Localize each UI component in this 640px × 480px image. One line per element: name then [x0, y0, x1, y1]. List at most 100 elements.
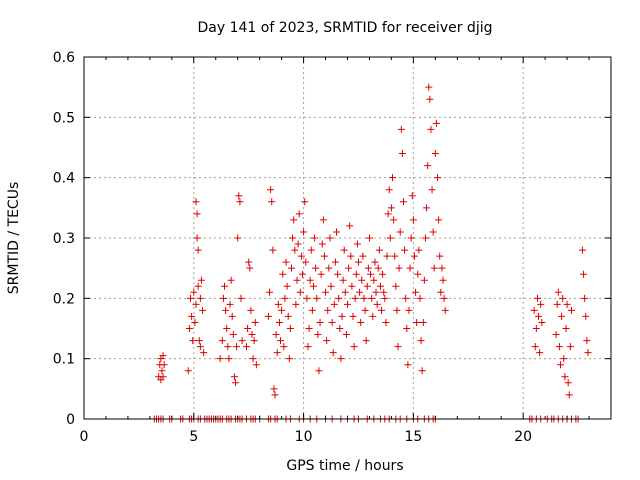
data-point — [188, 312, 196, 320]
data-point — [195, 337, 203, 345]
data-point — [226, 300, 234, 308]
data-point — [333, 228, 341, 236]
data-point — [227, 276, 235, 284]
data-point — [274, 300, 282, 308]
data-point — [335, 294, 343, 302]
data-point — [308, 306, 316, 314]
data-point — [581, 294, 589, 302]
data-point — [358, 276, 366, 284]
data-point — [421, 234, 429, 242]
data-point — [271, 391, 279, 399]
data-point — [396, 228, 404, 236]
data-point — [229, 331, 237, 339]
y-tick-label: 0 — [66, 412, 75, 428]
data-point — [393, 306, 401, 314]
data-point — [272, 331, 280, 339]
data-point — [192, 198, 200, 206]
data-point — [225, 355, 233, 363]
data-point — [159, 352, 167, 360]
data-point — [404, 361, 412, 369]
y-tick-label: 0.2 — [53, 291, 75, 307]
data-point — [383, 252, 391, 260]
axis-ticks — [83, 56, 611, 420]
data-point — [368, 294, 376, 302]
data-point — [552, 331, 560, 339]
data-point — [218, 337, 226, 345]
data-point — [354, 258, 362, 266]
y-tick-label: 0.1 — [53, 352, 75, 368]
data-point — [531, 343, 539, 351]
data-point — [563, 300, 571, 308]
data-point — [324, 306, 332, 314]
data-point — [316, 318, 324, 326]
data-point — [379, 270, 387, 278]
data-point — [538, 318, 546, 326]
data-point — [436, 252, 444, 260]
x-tick-label: 20 — [514, 429, 532, 445]
data-point — [186, 294, 194, 302]
data-point — [381, 294, 389, 302]
data-point — [266, 288, 274, 296]
data-point — [537, 300, 545, 308]
data-point — [580, 270, 588, 278]
data-point — [304, 343, 312, 351]
data-point — [334, 270, 342, 278]
data-point — [375, 246, 383, 254]
data-point — [356, 288, 364, 296]
data-point — [416, 294, 424, 302]
data-point — [344, 300, 351, 308]
x-tick-label: 15 — [404, 429, 422, 445]
data-point — [561, 373, 569, 381]
data-point — [269, 246, 277, 254]
y-tick-label: 0.6 — [53, 50, 75, 66]
x-axis-label: GPS time / hours — [286, 458, 403, 474]
data-point — [380, 288, 388, 296]
data-point — [285, 355, 293, 363]
data-point — [428, 186, 436, 194]
data-point — [359, 252, 367, 260]
data-point — [373, 300, 381, 308]
data-point — [582, 312, 590, 320]
y-tick-label: 0.4 — [53, 171, 75, 187]
data-point — [189, 337, 197, 345]
data-point — [349, 312, 357, 320]
data-point — [554, 288, 562, 296]
data-point — [432, 119, 440, 127]
data-point — [313, 294, 321, 302]
data-point — [390, 216, 398, 224]
data-point — [192, 300, 200, 308]
data-point — [357, 318, 365, 326]
data-point — [423, 204, 431, 212]
data-point — [438, 264, 446, 272]
data-point — [242, 343, 250, 351]
data-point — [410, 252, 418, 260]
data-point — [376, 282, 384, 290]
data-point — [283, 282, 291, 290]
data-point — [424, 162, 432, 170]
data-point — [425, 83, 433, 91]
data-point — [224, 343, 232, 351]
data-point — [535, 312, 543, 320]
data-point — [199, 306, 207, 314]
data-point — [352, 270, 360, 278]
data-point — [345, 264, 353, 272]
data-point — [429, 228, 437, 236]
data-point — [405, 306, 413, 314]
data-points — [150, 83, 592, 423]
data-point — [367, 270, 375, 278]
data-point — [397, 125, 405, 133]
data-point — [270, 385, 278, 393]
data-point — [342, 331, 350, 339]
data-point — [339, 276, 347, 284]
data-point — [200, 349, 208, 357]
data-point — [407, 234, 415, 242]
data-point — [325, 264, 333, 272]
data-point — [536, 349, 544, 357]
data-point — [159, 373, 167, 381]
data-point — [413, 318, 421, 326]
data-point — [290, 216, 298, 224]
data-point — [558, 312, 566, 320]
data-point — [303, 294, 311, 302]
data-point — [273, 349, 281, 357]
